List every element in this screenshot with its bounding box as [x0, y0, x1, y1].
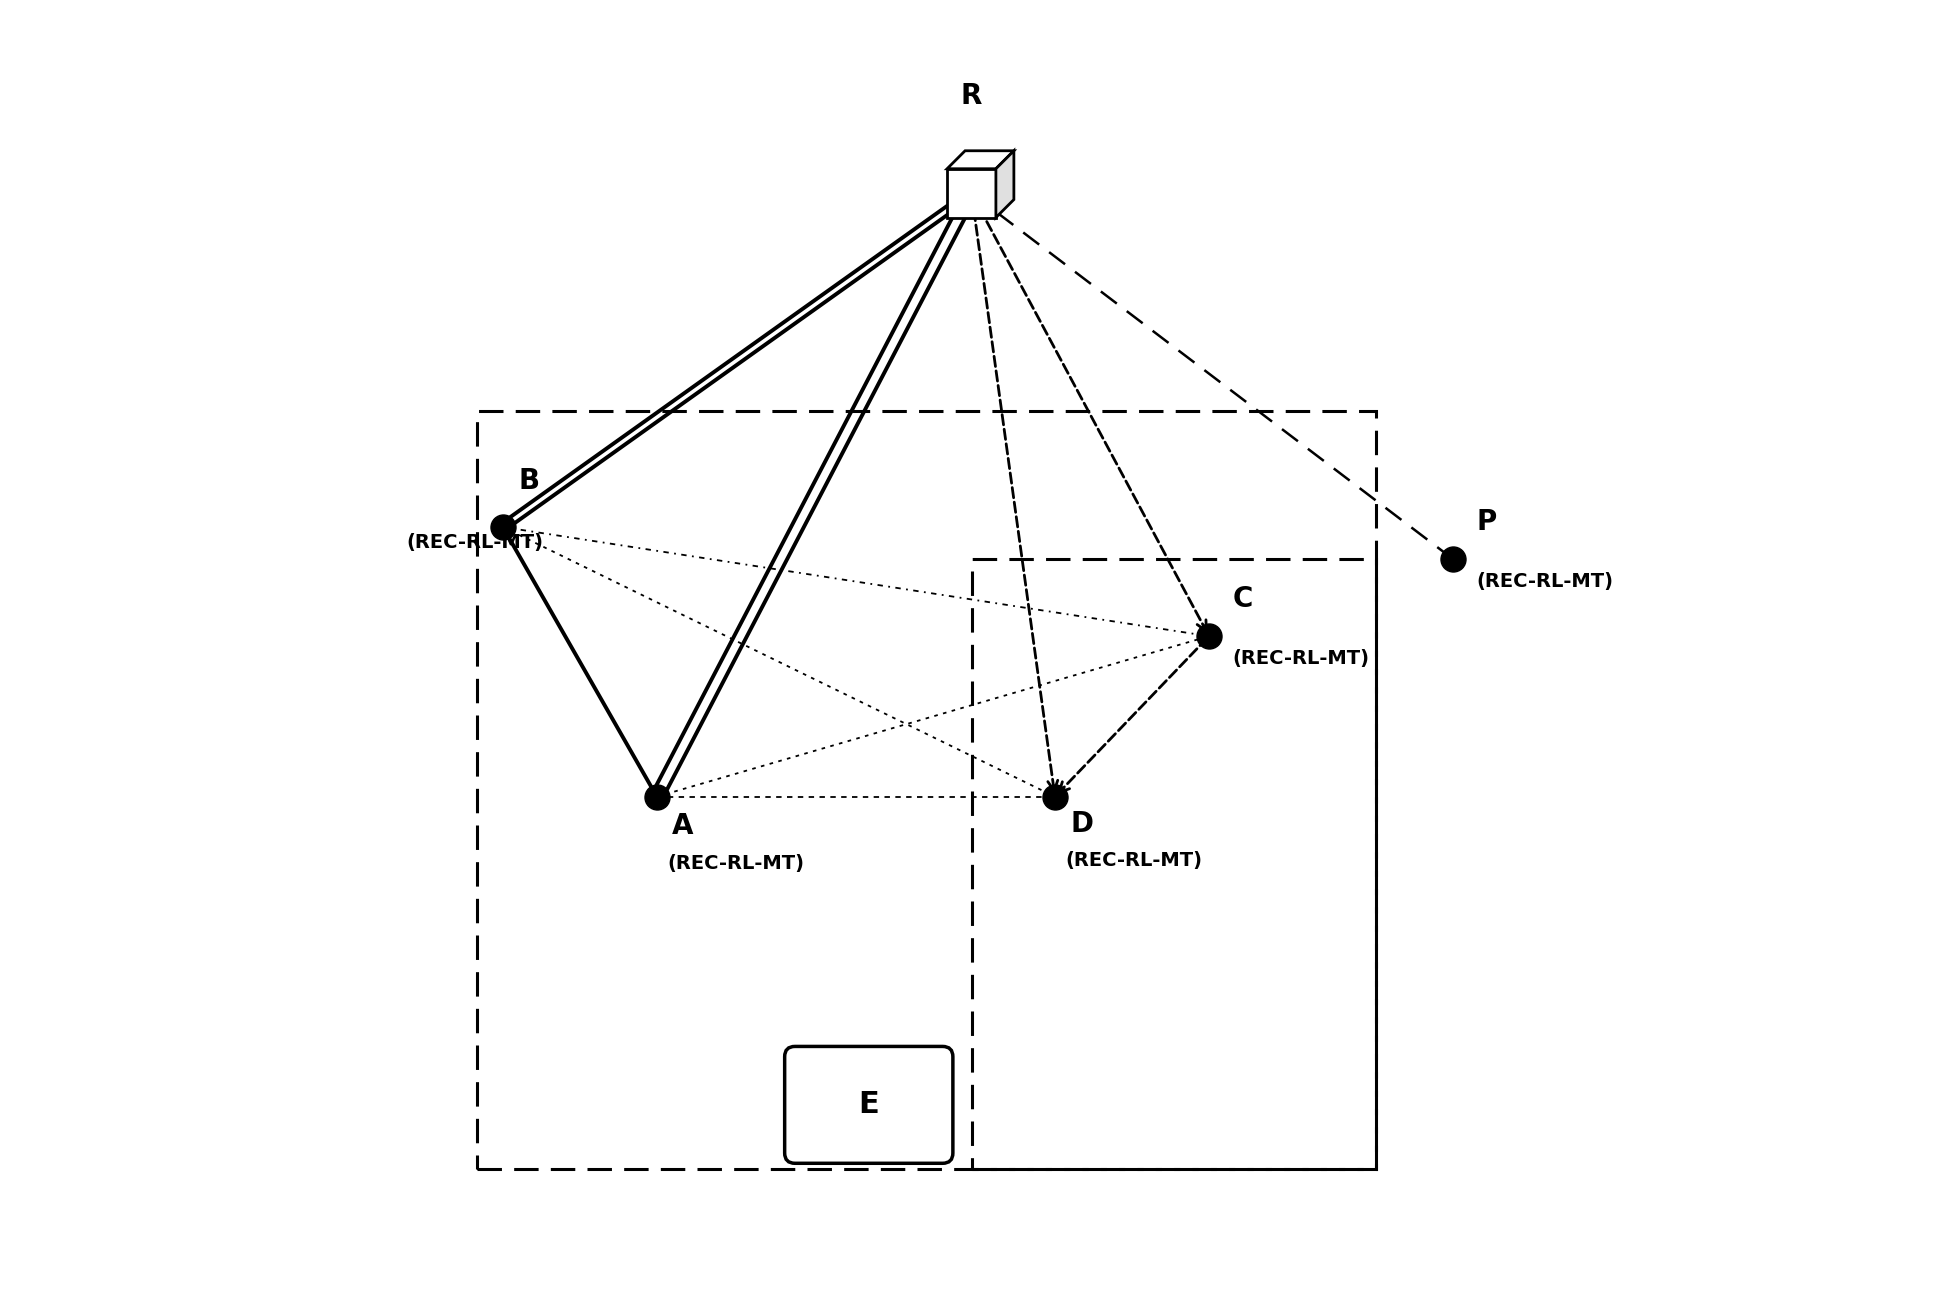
Text: D: D: [1071, 810, 1094, 837]
Text: C: C: [1232, 585, 1253, 613]
Text: (REC-RL-MT): (REC-RL-MT): [1232, 649, 1370, 668]
Text: R: R: [960, 82, 983, 109]
Bar: [946, 169, 997, 218]
Bar: [478, 411, 1376, 1169]
Polygon shape: [946, 151, 1014, 169]
Text: (REC-RL-MT): (REC-RL-MT): [666, 854, 804, 874]
Text: P: P: [1477, 508, 1496, 536]
Text: (REC-RL-MT): (REC-RL-MT): [1477, 572, 1613, 591]
FancyBboxPatch shape: [785, 1046, 952, 1163]
Text: (REC-RL-MT): (REC-RL-MT): [1065, 850, 1203, 870]
Bar: [972, 559, 1376, 1169]
Polygon shape: [997, 151, 1014, 218]
Text: B: B: [519, 467, 540, 495]
Text: A: A: [672, 813, 694, 840]
Text: E: E: [859, 1090, 878, 1119]
Text: (REC-RL-MT): (REC-RL-MT): [406, 533, 544, 553]
